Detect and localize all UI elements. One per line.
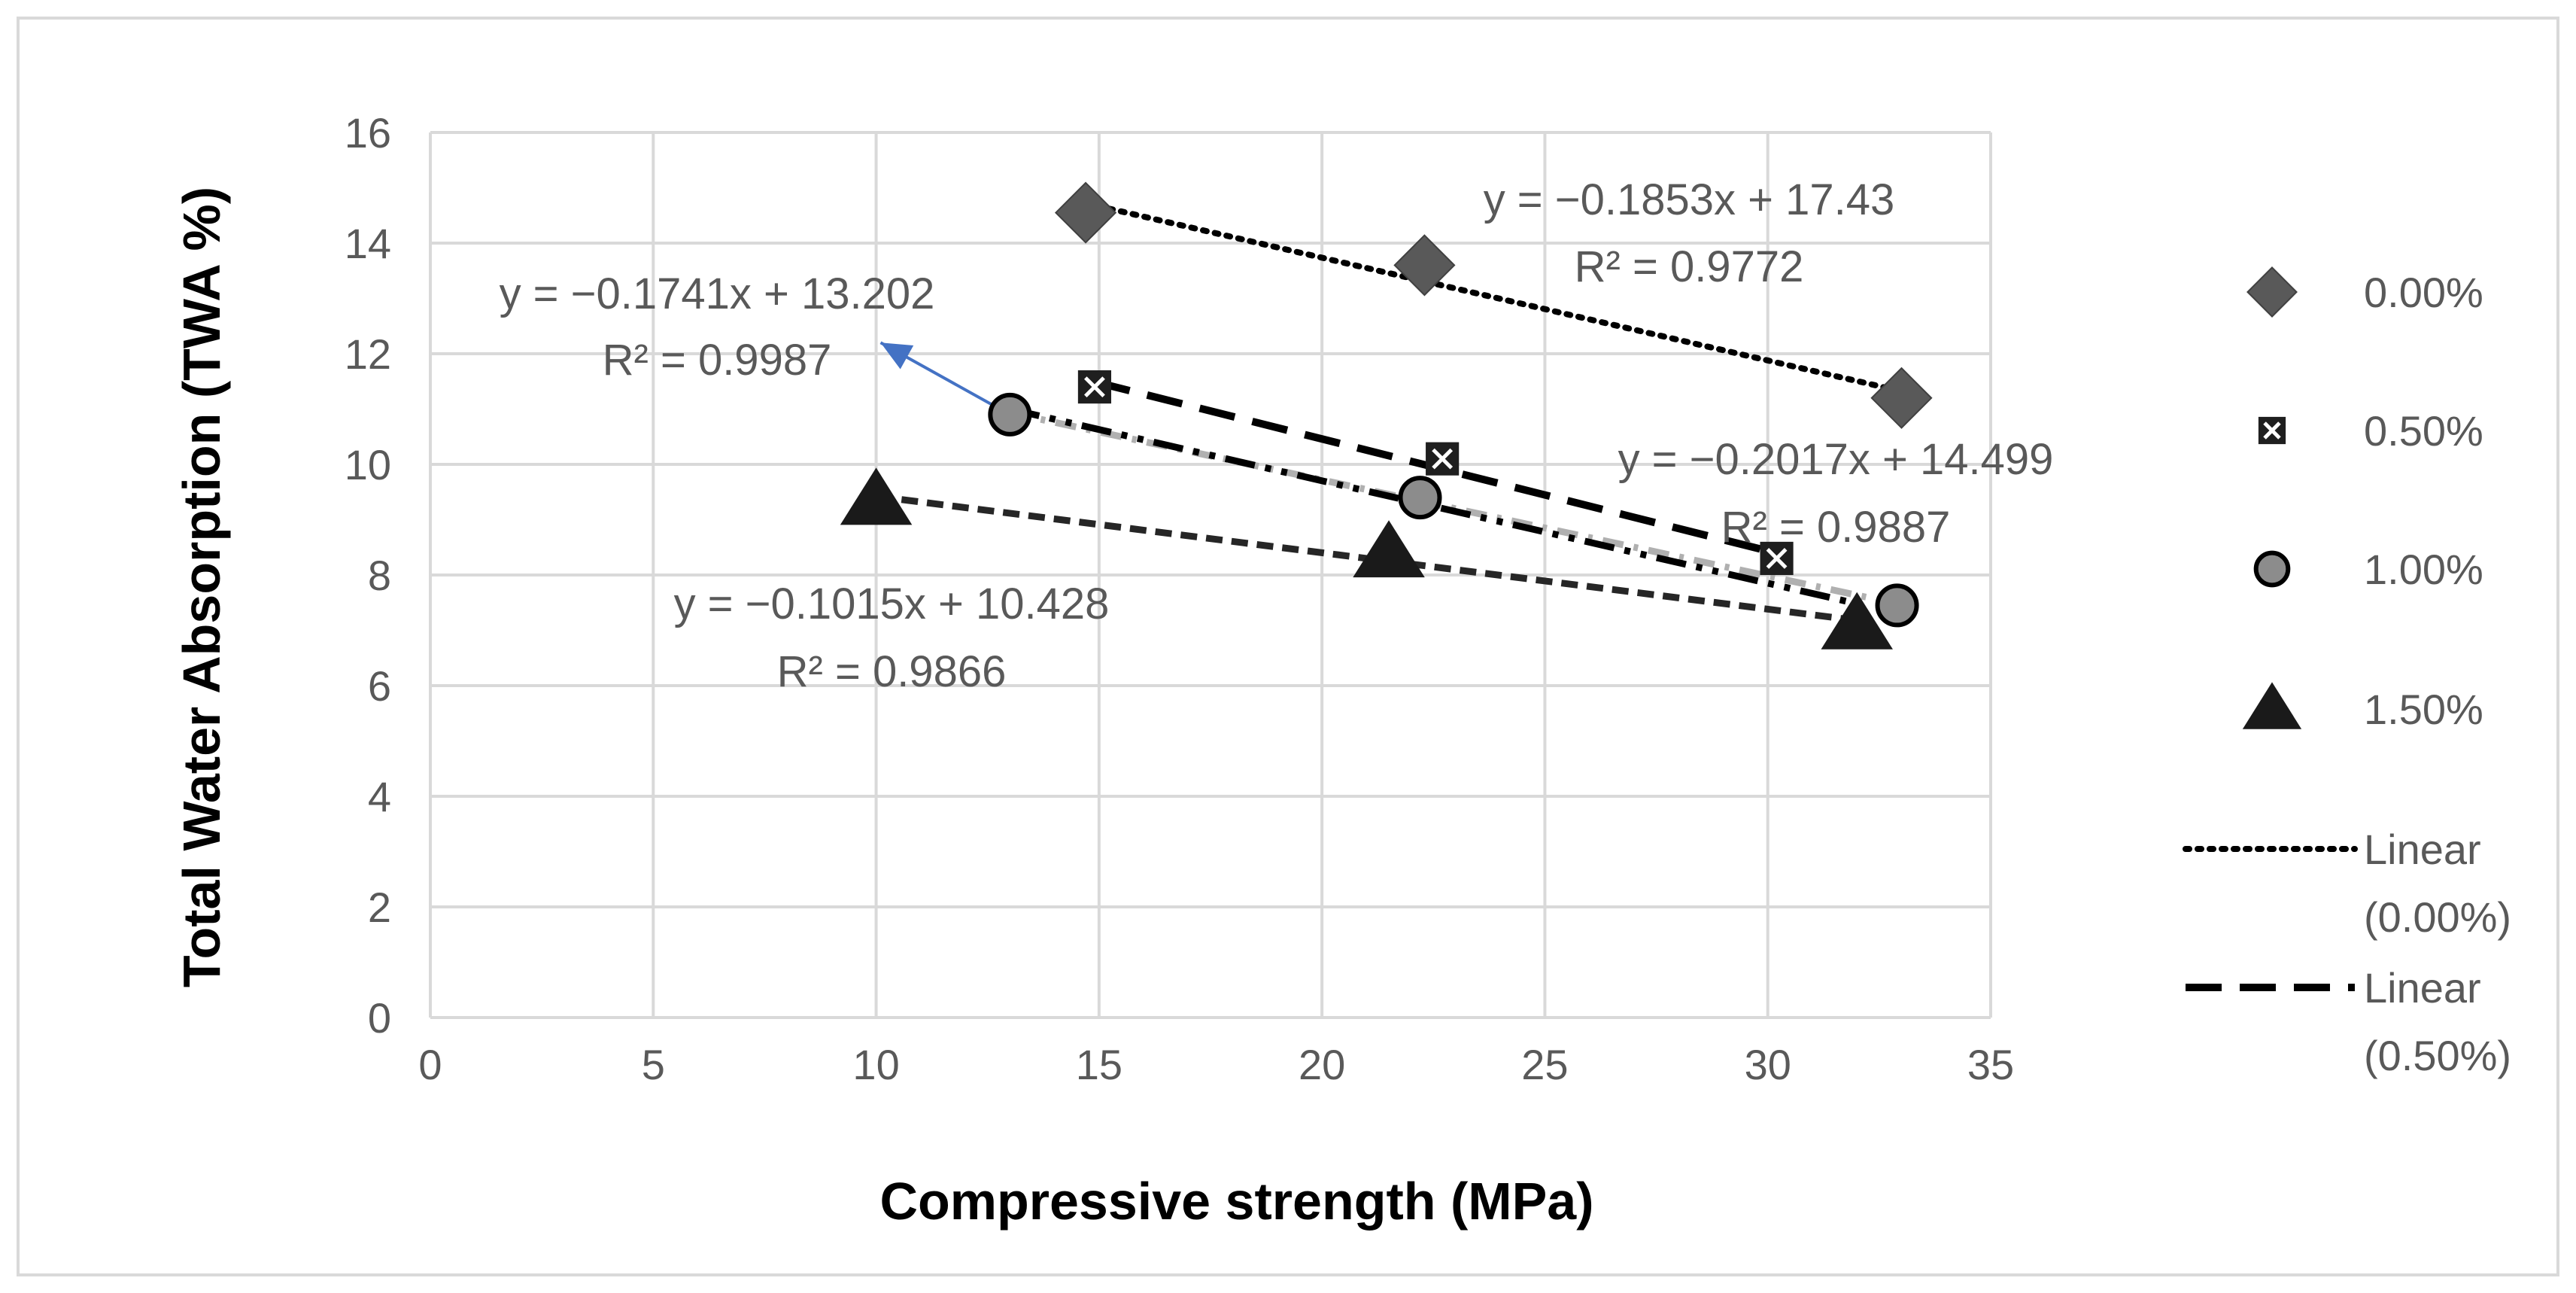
legend-label: 0.50% [2364, 407, 2483, 455]
x-tick-label: 35 [1967, 1041, 2014, 1088]
chart-frame [17, 17, 2559, 1276]
trendline-equation: y = −0.1015x + 10.428 [674, 580, 1110, 628]
y-axis-title: Total Water Absorption (TWA %) [172, 187, 231, 987]
annotation-arrow-head [880, 342, 914, 370]
x-tick-label: 20 [1299, 1041, 1345, 1088]
y-tick-label: 4 [368, 773, 391, 820]
x-tick-label: 25 [1521, 1041, 1568, 1088]
data-point-square-x [1426, 442, 1460, 476]
trendline-r2: R² = 0.9772 [1575, 242, 1804, 291]
y-axis-ticks: 0 2 4 6 8 10 12 14 16 [345, 109, 391, 1042]
legend-label: 0.00% [2364, 269, 2483, 316]
legend-label: Linear [2364, 964, 2481, 1012]
data-point-triangle [1353, 520, 1425, 578]
legend-label: (0.50%) [2364, 1032, 2511, 1079]
y-tick-label: 12 [345, 330, 391, 378]
trendline-equation: y = −0.1853x + 17.43 [1484, 175, 1895, 224]
gridlines [429, 131, 1992, 1019]
x-tick-label: 5 [642, 1041, 665, 1088]
y-tick-label: 16 [345, 109, 391, 157]
annotation-arrow-layer [879, 341, 1011, 416]
legend-label: (0.00%) [2364, 893, 2511, 941]
legend-marker-circle [2253, 550, 2291, 588]
data-point-diamond [1870, 367, 1933, 429]
y-tick-label: 6 [368, 662, 391, 710]
data-point-triangle [1821, 592, 1893, 650]
legend-label: 1.00% [2364, 546, 2483, 593]
trendline-equation: y = −0.2017x + 14.499 [1618, 435, 2054, 484]
trendline-r2: R² = 0.9866 [777, 647, 1007, 696]
data-point-diamond [1054, 181, 1117, 244]
data-point-circle [1398, 476, 1442, 520]
x-tick-label: 0 [418, 1041, 442, 1088]
legend-marker-triangle [2242, 682, 2302, 729]
data-point-square-x [1760, 541, 1794, 576]
y-tick-label: 10 [345, 441, 391, 488]
trendline-r2: R² = 0.9987 [603, 336, 832, 385]
legend: 0.00% 0.50% 1.00% 1.50% Linear (0.00%) Linear (… [2183, 266, 2511, 1079]
x-axis-ticks: 0 5 10 15 20 25 30 35 [418, 1041, 2014, 1088]
trendline-equation: y = −0.1741x + 13.202 [500, 269, 935, 318]
y-tick-label: 2 [368, 884, 391, 931]
legend-marker-diamond [2246, 266, 2298, 318]
x-axis-title: Compressive strength (MPa) [879, 1172, 1593, 1231]
trendline-equations: y = −0.1853x + 17.43 R² = 0.9772 y = −0.20… [500, 175, 2054, 696]
y-tick-label: 8 [368, 552, 391, 599]
legend-label: 1.50% [2364, 686, 2483, 733]
y-tick-label: 0 [368, 994, 391, 1042]
x-tick-label: 30 [1745, 1041, 1791, 1088]
x-tick-label: 15 [1076, 1041, 1122, 1088]
x-tick-label: 10 [852, 1041, 899, 1088]
data-point-circle [988, 392, 1032, 437]
legend-label: Linear [2364, 826, 2481, 873]
data-point-diamond [1393, 234, 1456, 297]
data-markers [840, 181, 1933, 650]
legend-marker-square-x [2258, 416, 2286, 445]
data-point-square-x [1077, 370, 1112, 404]
data-point-triangle [840, 467, 913, 525]
y-tick-label: 14 [345, 220, 391, 267]
trendline-r2: R² = 0.9887 [1721, 503, 1951, 552]
data-point-circle [1875, 583, 1919, 628]
trendline-000 [1083, 200, 1905, 394]
